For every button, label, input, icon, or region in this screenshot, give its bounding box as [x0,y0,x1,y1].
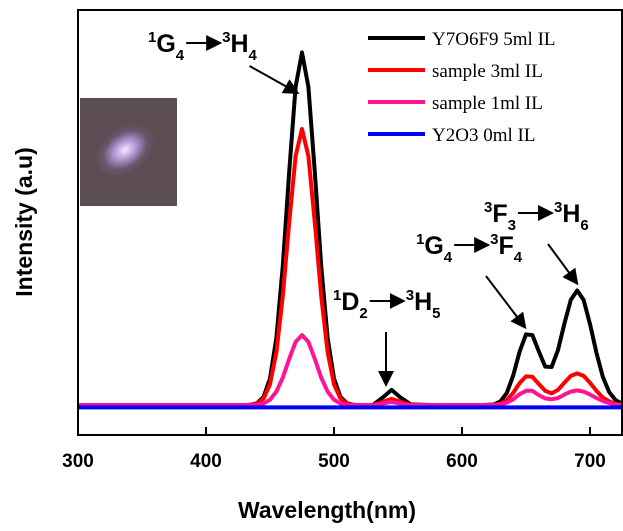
plot-frame [77,9,623,436]
annotation-sub: 3 [508,217,516,234]
annotation-sup: 1 [148,29,156,46]
x-axis-label: Wavelength(nm) [238,497,416,523]
annotation-pointer [485,275,527,330]
series-line [78,333,622,408]
annotation-term: 3H6 [554,199,589,234]
annotation-main: H [562,200,580,228]
annotation-main: F [498,232,513,260]
legend-label: Y7O6F9 5ml IL [432,29,556,50]
annotation-term: 3H5 [406,287,441,322]
annotation-main: G [424,232,443,260]
annotation-sup: 3 [222,29,230,46]
annotation-term: 1D2 [333,287,368,322]
annotation-sup: 3 [490,231,498,248]
series-line [78,50,622,408]
x-tick-label: 600 [446,451,478,472]
inset-glow [95,124,155,176]
x-tick-label: 400 [190,451,222,472]
annotation-sub: 6 [580,217,588,234]
annotation-main: F [492,200,507,228]
annotation-sub: 4 [514,249,523,266]
y-axis-label: Intensity (a.u) [11,147,37,297]
annotation-sub: 4 [444,249,453,266]
x-tick-label: 500 [318,451,350,472]
annotation-term: 1G4 [416,231,453,266]
annotation-sub: 5 [432,305,440,322]
annotation-term: 3H4 [222,29,257,64]
annotation-sub: 4 [249,47,258,64]
legend-label: sample 3ml IL [432,61,543,82]
annotation-main: H [414,288,432,316]
annotation-sup: 3 [484,199,492,216]
x-tick-label: 300 [62,451,94,472]
annotation-main: G [156,30,175,58]
annotation-term: 1G4 [148,29,185,64]
annotation-term: 3F3 [484,199,516,234]
annotation-sup: 1 [416,231,424,248]
annotation-sup: 3 [406,287,414,304]
annotation-sub: 4 [176,47,185,64]
annotation-pointer [249,65,300,94]
annotation-main: H [230,30,248,58]
annotation-main: D [341,288,359,316]
annotation-sub: 2 [359,305,367,322]
legend-label: sample 1ml IL [432,93,543,114]
annotation-term: 3F4 [490,231,523,266]
x-tick-label: 700 [574,451,606,472]
legend-label: Y2O3 0ml IL [432,125,535,146]
annotation-sup: 3 [554,199,562,216]
annotation-pointer [547,243,579,286]
annotation-sup: 1 [333,287,341,304]
